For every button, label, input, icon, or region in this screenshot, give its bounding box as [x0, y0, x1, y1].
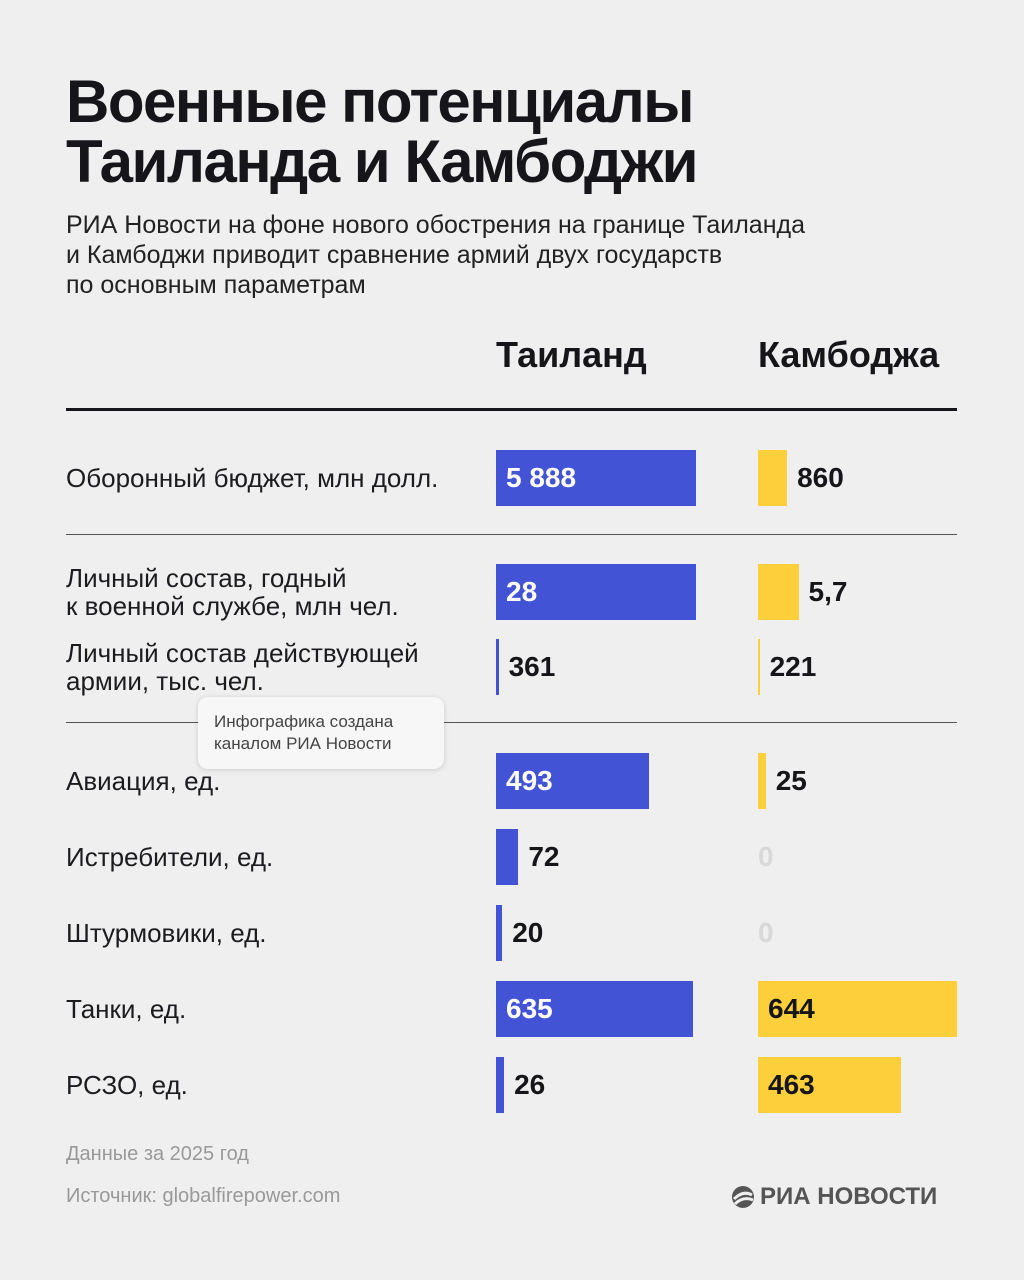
value-label: 28: [506, 576, 538, 607]
row-label: Оборонный бюджет, млн долл.: [66, 463, 439, 493]
bar: [758, 981, 957, 1037]
bar: [496, 639, 499, 695]
row-label: Личный состав, годный: [66, 563, 347, 593]
tooltip-line: Инфографика создана: [214, 712, 394, 731]
bar: [758, 450, 788, 506]
value-label: 5 888: [506, 462, 577, 493]
bar: [758, 639, 760, 695]
value-label: 860: [797, 462, 844, 493]
bar: [496, 981, 694, 1037]
row-label: Личный состав действующей: [66, 638, 419, 668]
row-label: армии, тыс. чел.: [66, 666, 264, 696]
bar: [496, 564, 696, 620]
value-label: 493: [506, 765, 553, 796]
title-line: Военные потенциалы: [66, 68, 695, 135]
source: Источник: globalfirepower.com: [66, 1185, 341, 1207]
bar: [758, 564, 799, 620]
value-label: 361: [508, 651, 556, 682]
subtitle-line: РИА Новости на фоне нового обострения на…: [66, 211, 805, 239]
group-separator: [66, 722, 957, 723]
row-label: Танки, ед.: [66, 994, 187, 1024]
bar: [496, 905, 503, 961]
value-label: 25: [775, 765, 807, 796]
bar: [496, 753, 650, 809]
value-label: 463: [768, 1069, 815, 1100]
logo-icon: [732, 1186, 754, 1208]
value-label: 0: [758, 841, 774, 872]
bar: [496, 1057, 505, 1113]
row-label: Истребители, ед.: [66, 842, 274, 872]
value-label: 221: [769, 651, 817, 682]
title-line: Таиланда и Камбоджи: [66, 128, 699, 195]
row-label: РСЗО, ед.: [66, 1070, 188, 1100]
value-label: 0: [758, 917, 774, 948]
bar: [496, 829, 519, 885]
bar: [758, 1057, 902, 1113]
series-header: Таиланд: [496, 334, 647, 375]
note: Данные за 2025 год: [66, 1143, 249, 1165]
subtitle-line: по основным параметрам: [66, 271, 366, 299]
bar: [496, 450, 696, 506]
row-label: Штурмовики, ед.: [66, 918, 267, 948]
value-label: 5,7: [808, 576, 848, 607]
value-label: 26: [514, 1069, 546, 1100]
row-label: к военной службе, млн чел.: [66, 591, 399, 621]
value-label: 644: [768, 993, 815, 1024]
tooltip: Инфографика создана каналом РИА Новости: [198, 697, 444, 769]
tooltip-line: каналом РИА Новости: [214, 734, 392, 753]
value-label: 20: [512, 917, 544, 948]
value-label: 635: [506, 993, 553, 1024]
logo: РИА НОВОСТИ: [760, 1183, 938, 1210]
bar: [758, 753, 766, 809]
series-header: Камбоджа: [758, 334, 940, 375]
subtitle-line: и Камбоджи приводит сравнение армий двух…: [66, 241, 723, 269]
value-label: 72: [528, 841, 560, 872]
header-rule: [66, 408, 957, 411]
row-label: Авиация, ед.: [66, 766, 221, 796]
group-separator: [66, 534, 957, 535]
